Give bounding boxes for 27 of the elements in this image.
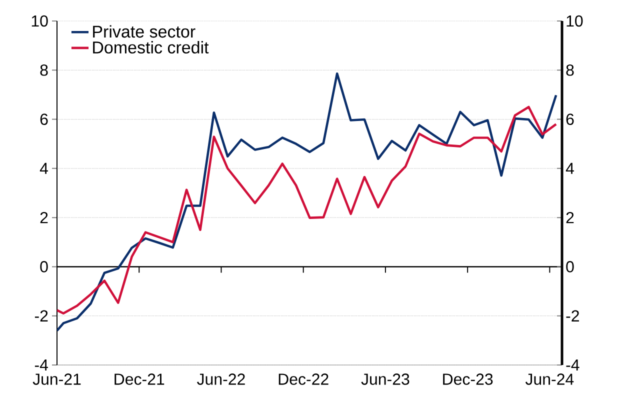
y2-tick-label: -4 (566, 359, 580, 371)
y2-tick-label: 2 (566, 212, 574, 224)
y-tick-label: -4 (34, 359, 48, 371)
y2-tick-label: 10 (566, 15, 583, 27)
y-tick-label: 4 (40, 162, 48, 174)
y2-tick-label: 8 (566, 64, 574, 76)
x-tick-label: Jun-22 (197, 374, 245, 385)
y2-tick-label: 4 (566, 162, 574, 174)
y2-tick-label: -2 (566, 310, 579, 322)
line-series (57, 106, 558, 315)
y-tick-label: 0 (40, 261, 48, 272)
y-tick-label: 6 (40, 114, 48, 125)
x-tick-label: Jun-21 (32, 374, 81, 385)
y2-tick-label: 6 (566, 114, 574, 125)
x-tick-label: Jun-24 (525, 374, 574, 385)
y-tick-label: -2 (34, 310, 48, 322)
x-tick-label: Dec-23 (443, 374, 493, 385)
y-tick-label: 8 (40, 64, 48, 76)
legend-label: Private sector (93, 25, 196, 38)
x-tick-label: Jun-23 (361, 374, 410, 385)
x-tick-label: Dec-21 (114, 374, 164, 385)
legend-label: Domestic credit (93, 41, 209, 54)
y2-tick-label: 0 (566, 261, 574, 272)
x-tick-label: Dec-22 (278, 374, 328, 385)
y-tick-label: 2 (40, 212, 48, 224)
line-series (57, 72, 558, 332)
y-tick-label: 10 (32, 15, 48, 27)
